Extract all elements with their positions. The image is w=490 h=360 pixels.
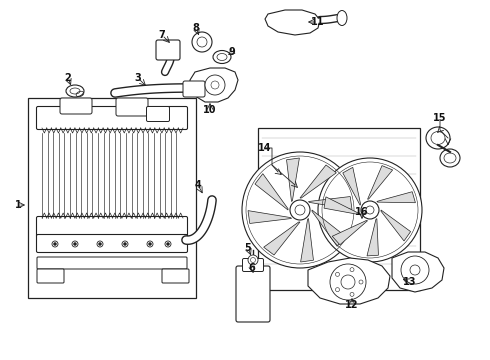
Circle shape <box>318 158 422 262</box>
Text: 5: 5 <box>245 243 251 253</box>
Circle shape <box>197 37 207 47</box>
Polygon shape <box>265 10 320 35</box>
Text: 3: 3 <box>135 73 142 83</box>
Circle shape <box>147 241 153 247</box>
FancyBboxPatch shape <box>37 257 187 269</box>
Ellipse shape <box>213 50 231 63</box>
Circle shape <box>366 206 374 214</box>
FancyBboxPatch shape <box>147 107 170 122</box>
Polygon shape <box>300 219 314 262</box>
Circle shape <box>122 241 128 247</box>
FancyBboxPatch shape <box>243 258 264 271</box>
FancyBboxPatch shape <box>36 234 188 252</box>
FancyBboxPatch shape <box>183 81 205 97</box>
Polygon shape <box>368 166 392 199</box>
Polygon shape <box>332 220 368 245</box>
Circle shape <box>192 32 212 52</box>
Polygon shape <box>324 197 360 215</box>
Circle shape <box>167 243 170 246</box>
Polygon shape <box>343 167 361 205</box>
Polygon shape <box>377 192 416 203</box>
Circle shape <box>242 152 358 268</box>
Circle shape <box>148 243 151 246</box>
FancyBboxPatch shape <box>156 40 180 60</box>
Text: 12: 12 <box>345 300 359 310</box>
Circle shape <box>205 75 225 95</box>
Text: 9: 9 <box>229 47 235 57</box>
Circle shape <box>290 200 310 220</box>
Text: 7: 7 <box>159 30 166 40</box>
Polygon shape <box>287 158 299 202</box>
FancyBboxPatch shape <box>162 269 189 283</box>
Circle shape <box>248 255 258 265</box>
Text: 4: 4 <box>195 180 201 190</box>
Bar <box>258 128 420 290</box>
Polygon shape <box>264 222 300 255</box>
Polygon shape <box>248 211 292 224</box>
Polygon shape <box>190 68 238 102</box>
FancyBboxPatch shape <box>236 266 270 322</box>
Circle shape <box>330 264 366 300</box>
Text: 14: 14 <box>258 143 272 153</box>
Text: 6: 6 <box>248 263 255 273</box>
Text: 11: 11 <box>311 17 325 27</box>
Text: 13: 13 <box>403 277 417 287</box>
Polygon shape <box>381 210 411 241</box>
Polygon shape <box>300 165 336 198</box>
Ellipse shape <box>426 127 450 149</box>
Polygon shape <box>312 210 345 246</box>
Circle shape <box>295 205 305 215</box>
Text: 2: 2 <box>65 73 72 83</box>
Circle shape <box>97 241 103 247</box>
Circle shape <box>74 243 76 246</box>
Circle shape <box>123 243 126 246</box>
Circle shape <box>361 201 379 219</box>
Polygon shape <box>392 252 444 292</box>
FancyBboxPatch shape <box>60 98 92 114</box>
Ellipse shape <box>440 149 460 167</box>
Text: 15: 15 <box>433 113 447 123</box>
Circle shape <box>401 256 429 284</box>
FancyBboxPatch shape <box>36 107 188 130</box>
FancyBboxPatch shape <box>37 269 64 283</box>
Circle shape <box>72 241 78 247</box>
Circle shape <box>53 243 56 246</box>
Ellipse shape <box>66 85 84 97</box>
FancyBboxPatch shape <box>116 98 148 116</box>
Circle shape <box>98 243 101 246</box>
Polygon shape <box>309 197 352 210</box>
Text: 10: 10 <box>203 105 217 115</box>
Polygon shape <box>367 219 378 256</box>
FancyBboxPatch shape <box>36 216 188 238</box>
Ellipse shape <box>337 10 347 26</box>
Polygon shape <box>255 174 288 210</box>
Text: 8: 8 <box>193 23 199 33</box>
Circle shape <box>165 241 171 247</box>
Circle shape <box>52 241 58 247</box>
Bar <box>28 98 196 298</box>
Text: 16: 16 <box>355 207 369 217</box>
Text: 1: 1 <box>15 200 22 210</box>
Polygon shape <box>308 258 390 304</box>
